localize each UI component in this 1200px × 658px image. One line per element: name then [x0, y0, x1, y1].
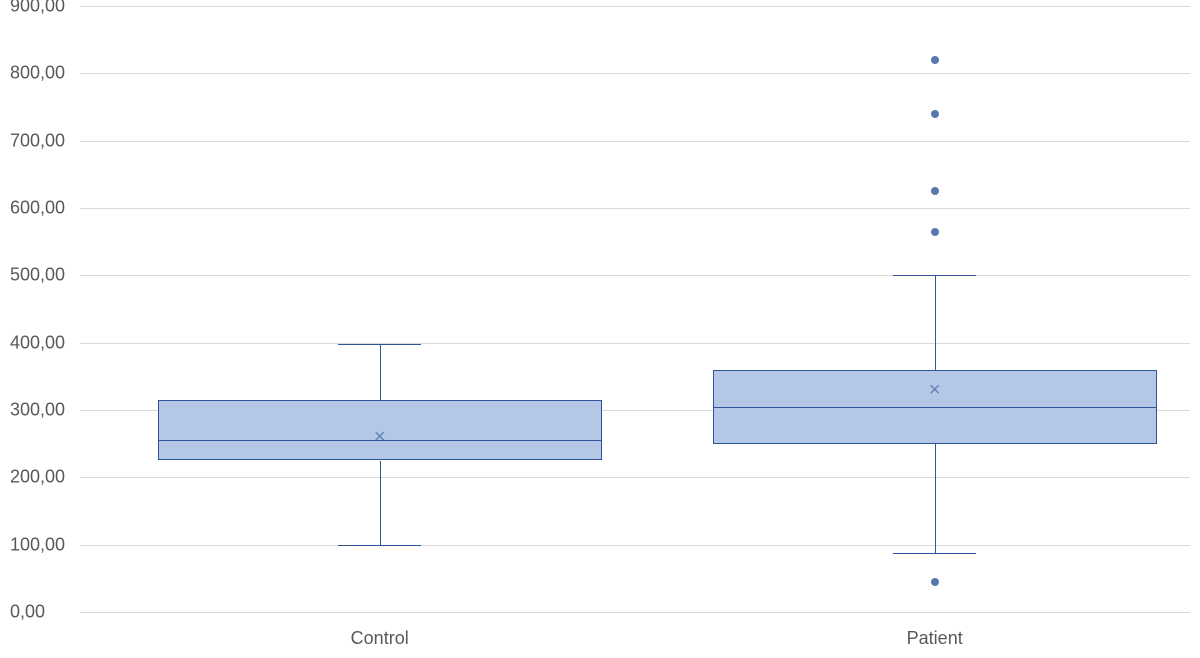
x-tick-label: Patient [907, 628, 963, 649]
gridline [80, 612, 1190, 613]
y-tick-label: 700,00 [10, 130, 65, 151]
whisker-cap-upper [893, 275, 976, 276]
gridline [80, 545, 1190, 546]
whisker-lower [935, 444, 936, 553]
gridline [80, 73, 1190, 74]
median-line [713, 407, 1157, 408]
plot-area: ×× [80, 6, 1190, 612]
y-tick-label: 100,00 [10, 534, 65, 555]
whisker-cap-upper [338, 344, 421, 345]
outlier-point [931, 187, 939, 195]
gridline [80, 275, 1190, 276]
y-tick-label: 800,00 [10, 63, 65, 84]
y-tick-label: 400,00 [10, 332, 65, 353]
y-tick-label: 500,00 [10, 265, 65, 286]
whisker-lower [380, 461, 381, 545]
y-tick-label: 900,00 [10, 0, 65, 17]
gridline [80, 477, 1190, 478]
mean-marker: × [929, 380, 941, 400]
y-tick-label: 600,00 [10, 198, 65, 219]
whisker-cap-lower [893, 553, 976, 554]
boxplot-chart: ×× 0,00100,00200,00300,00400,00500,00600… [0, 0, 1200, 658]
outlier-point [931, 578, 939, 586]
whisker-cap-lower [338, 545, 421, 546]
y-tick-label: 300,00 [10, 400, 65, 421]
whisker-upper [935, 275, 936, 369]
mean-marker: × [374, 427, 386, 447]
y-tick-label: 0,00 [10, 602, 45, 623]
gridline [80, 343, 1190, 344]
y-tick-label: 200,00 [10, 467, 65, 488]
outlier-point [931, 228, 939, 236]
gridline [80, 208, 1190, 209]
x-tick-label: Control [351, 628, 409, 649]
gridline [80, 141, 1190, 142]
gridline [80, 6, 1190, 7]
whisker-upper [380, 344, 381, 400]
outlier-point [931, 110, 939, 118]
outlier-point [931, 56, 939, 64]
